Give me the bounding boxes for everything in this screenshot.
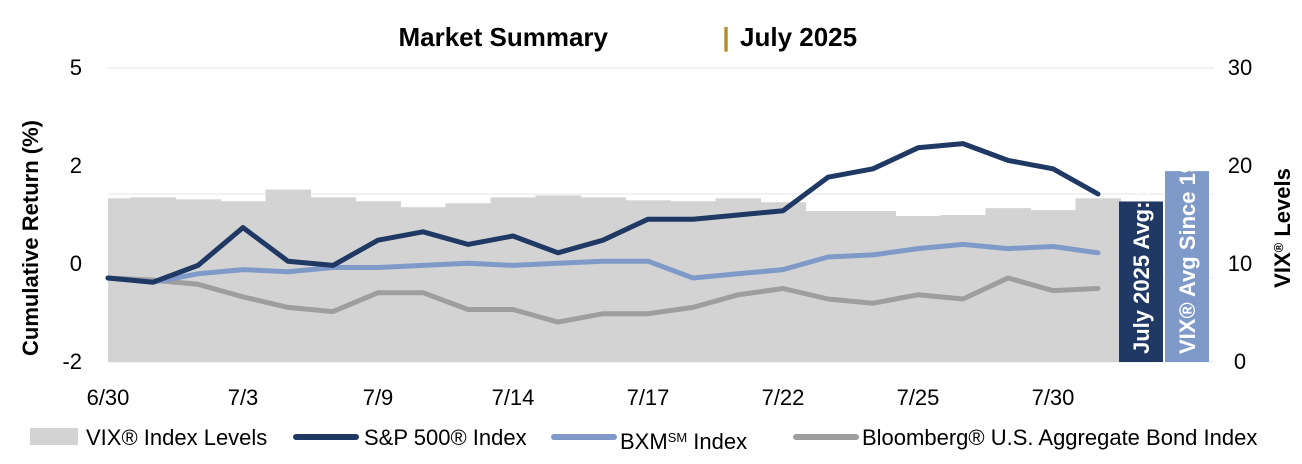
vix-area	[108, 189, 1122, 362]
x-tick-label: 7/14	[492, 385, 535, 410]
right-tick: 10	[1228, 251, 1252, 276]
legend-label-bond: Bloomberg® U.S. Aggregate Bond Index	[862, 425, 1257, 450]
series-line-1	[105, 141, 1101, 285]
vix-bar	[445, 203, 492, 362]
legend-swatch-vix	[30, 428, 78, 445]
vix-bar	[265, 189, 312, 362]
right-tick: 20	[1228, 153, 1252, 178]
x-tick-label: 6/30	[87, 385, 130, 410]
left-tick: 5	[70, 55, 82, 80]
vix-bar	[490, 197, 537, 362]
vix-bar	[1075, 198, 1122, 362]
legend-label-sp500: S&P 500® Index	[364, 425, 527, 450]
x-tick-label: 7/3	[228, 385, 259, 410]
title-separator: |	[722, 22, 729, 52]
left-tick: -2	[62, 349, 82, 374]
series-line-2	[105, 241, 1101, 285]
chart-title: Market Summary	[398, 22, 608, 52]
x-tick-label: 7/22	[762, 385, 805, 410]
left-tick: 0	[70, 251, 82, 276]
series-line-3	[105, 275, 1101, 325]
right-axis-ticks: 30 20 10 0	[1228, 55, 1252, 374]
vix-bar	[310, 197, 357, 362]
chart-subtitle: July 2025	[740, 22, 857, 52]
x-tick-label: 7/17	[627, 385, 670, 410]
legend-label-vix: VIX® Index Levels	[86, 425, 267, 450]
vix-bar	[580, 197, 627, 362]
left-axis-ticks: 5 2 0 -2	[62, 55, 82, 374]
right-tick: 0	[1234, 349, 1246, 374]
x-tick-label: 7/30	[1032, 385, 1075, 410]
left-axis-label: Cumulative Return (%)	[18, 120, 43, 356]
vix-bar	[535, 195, 582, 362]
vix-bar	[670, 201, 717, 362]
right-axis-label: VIX® Levels	[1270, 168, 1295, 288]
legend: VIX® Index Levels S&P 500® Index BXMSM I…	[30, 425, 1257, 454]
average-bar-label: VIX® Avg Since 1990: 19.48	[1175, 68, 1200, 354]
vix-bar	[715, 198, 762, 362]
right-tick: 30	[1228, 55, 1252, 80]
average-bars: July 2025 Avg: 16.38July 2025 Avg: 16.38…	[1119, 68, 1209, 362]
average-bar	[1165, 171, 1209, 362]
vix-bar	[760, 202, 807, 362]
x-tick-label: 7/25	[897, 385, 940, 410]
x-axis-ticks: 6/30 7/3 7/9 7/14 7/17 7/22 7/25 7/30	[87, 385, 1075, 410]
vix-bar	[940, 215, 987, 362]
left-tick: 2	[70, 153, 82, 178]
average-bar	[1119, 201, 1163, 362]
vix-bar	[895, 215, 942, 362]
average-bar-label: July 2025 Avg: 16.38	[1129, 140, 1154, 354]
series-lines	[105, 141, 1101, 325]
legend-label-bxm: BXMSM Index	[620, 429, 747, 454]
vix-bar	[355, 201, 402, 362]
vix-bar	[805, 211, 852, 362]
vix-bar	[850, 211, 897, 362]
x-tick-label: 7/9	[363, 385, 394, 410]
